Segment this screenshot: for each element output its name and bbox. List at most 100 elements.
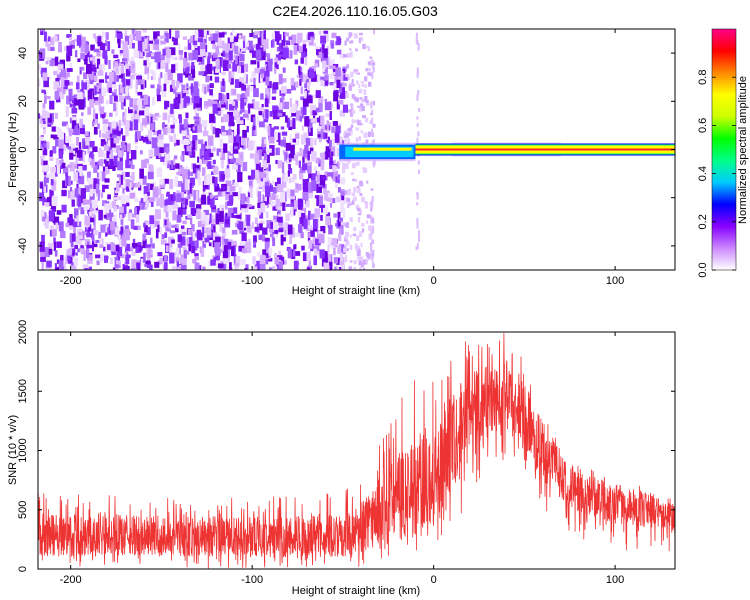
- spectrogram-cell: [372, 123, 376, 128]
- spectrogram-cell: [192, 258, 197, 264]
- spectrogram-xtick-label: -200: [60, 275, 82, 287]
- spectrogram-cell: [367, 131, 371, 138]
- spectrogram-cell: [362, 168, 367, 173]
- spectrogram-cell: [94, 209, 100, 214]
- spectrogram-cell: [236, 93, 241, 101]
- spectrogram-cell: [162, 158, 168, 166]
- spectrogram-cell: [370, 188, 374, 191]
- spectrogram-cell: [58, 221, 64, 232]
- spectrogram-cell: [147, 72, 150, 80]
- spectrogram-cell: [78, 142, 82, 150]
- spectrogram-cell: [243, 219, 247, 228]
- spectrogram-cell: [291, 195, 296, 206]
- spectrogram-cell: [265, 176, 270, 183]
- spectrogram-cell: [335, 176, 338, 183]
- spectrogram-cell: [322, 205, 328, 215]
- spectrogram-cell: [349, 260, 353, 263]
- spectrogram-cell: [60, 254, 64, 261]
- spectrogram-cell: [98, 231, 102, 239]
- spectrogram-cell: [120, 226, 124, 234]
- spectrogram-cell: [154, 39, 159, 45]
- colorbar-ticks: 0.00.20.40.60.8: [697, 70, 736, 278]
- spectrogram-cell: [142, 136, 149, 143]
- spectrogram-cell: [240, 48, 247, 52]
- spectrogram-cell: [314, 63, 319, 68]
- spectrogram-cell: [217, 65, 220, 70]
- spectrogram-cell: [99, 238, 103, 245]
- spectrogram-cell: [177, 264, 182, 270]
- snr-xtick-label: 0: [431, 574, 437, 586]
- spectrogram-cell: [142, 233, 146, 241]
- spectrogram-cell: [354, 178, 358, 182]
- spectrogram-cell: [318, 96, 324, 103]
- spectrogram-cell: [49, 60, 55, 67]
- spectrogram-cell: [49, 150, 53, 157]
- spectrogram-cell: [371, 62, 376, 66]
- spectrogram-cell: [201, 119, 208, 128]
- spectrogram-cell: [418, 107, 421, 113]
- spectrogram-cell: [89, 154, 95, 166]
- spectrogram-cell: [184, 134, 191, 139]
- spectrogram-xtick-label: 100: [606, 275, 624, 287]
- spectrogram-cell: [303, 132, 309, 143]
- spectrogram-cell: [83, 54, 88, 62]
- spectrogram-cell: [287, 170, 291, 177]
- spectrogram-cell: [50, 134, 55, 139]
- spectrogram-cell: [66, 95, 72, 105]
- spectrogram-cell: [168, 194, 174, 200]
- spectrogram-cell: [367, 72, 371, 76]
- spectrogram-cell: [212, 159, 216, 165]
- spectrogram-cell: [147, 255, 151, 262]
- spectrogram-cell: [91, 213, 95, 218]
- spectrogram-cell: [350, 51, 353, 58]
- spectrogram-cell: [207, 52, 212, 59]
- spectrogram-cell: [87, 208, 90, 215]
- spectrogram-cell: [267, 125, 271, 137]
- spectrogram-cell: [332, 64, 338, 76]
- spectrogram-cell: [135, 78, 138, 89]
- spectrogram-cell: [122, 78, 126, 88]
- spectrogram-cell: [204, 101, 209, 106]
- spectrogram-cell: [235, 134, 240, 143]
- spectrogram-cell: [316, 244, 320, 251]
- spectrogram-cell: [162, 112, 168, 121]
- spectrogram-cell: [282, 78, 287, 83]
- spectrogram-cell: [242, 113, 249, 118]
- spectrogram-cell: [253, 88, 259, 98]
- spectrogram-cell: [102, 119, 109, 124]
- spectrogram-cell: [245, 242, 252, 253]
- spectrogram-cell: [157, 260, 163, 265]
- spectrogram-cell: [86, 244, 93, 249]
- spectrogram-cell: [45, 38, 49, 48]
- spectrogram-cell: [104, 55, 108, 65]
- spectrogram-cell: [190, 207, 196, 217]
- colorbar: 0.00.20.40.60.8 Normalized spectral ampl…: [697, 28, 749, 278]
- spectrogram-cell: [148, 165, 154, 175]
- spectrogram-cell: [172, 266, 176, 270]
- spectrogram-cell: [338, 217, 343, 222]
- spectrogram-cell: [144, 45, 151, 52]
- spectrogram-cell: [344, 190, 348, 195]
- spectrogram-cell: [258, 109, 263, 116]
- spectrogram-cell: [231, 246, 235, 257]
- spectrogram-cell: [192, 49, 199, 60]
- spectrogram-cell: [54, 250, 58, 257]
- spectrogram-cell: [229, 35, 234, 43]
- spectrogram-cell: [254, 217, 258, 225]
- spectrogram-cell: [353, 33, 358, 39]
- spectrogram-cell: [416, 220, 419, 229]
- spectrogram-cell: [207, 99, 213, 107]
- spectrogram-cell: [93, 75, 98, 82]
- spectrogram-cell: [220, 148, 225, 153]
- spectrogram-cell: [257, 61, 260, 70]
- spectrogram-cell: [212, 218, 217, 223]
- spectrogram-cell: [222, 227, 225, 233]
- spectrogram-cell: [79, 118, 83, 129]
- spectrogram-cell: [224, 219, 230, 225]
- spectrogram-cell: [335, 223, 338, 227]
- spectrogram-cell: [282, 31, 286, 42]
- spectrogram-cell: [93, 48, 100, 53]
- spectrogram-cell: [171, 52, 174, 61]
- spectrogram-cell: [209, 52, 214, 59]
- spectrogram-cell: [104, 130, 110, 139]
